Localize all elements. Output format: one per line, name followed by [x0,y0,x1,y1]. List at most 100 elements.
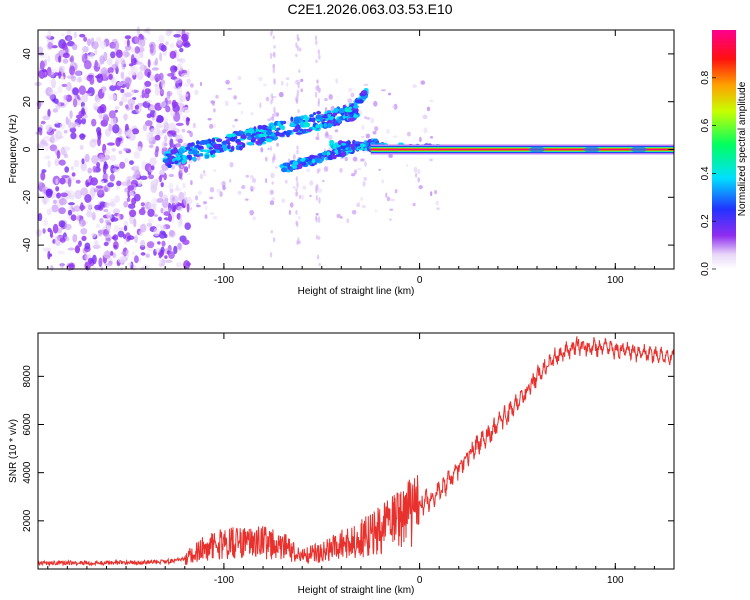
noise-blob [84,261,91,271]
noise-blob [84,153,90,163]
sparse-dot [154,214,158,217]
sparse-dot [372,130,377,135]
noise-blob [182,106,190,114]
sparse-dot [260,147,264,153]
sparse-dot [435,200,440,206]
sparse-dot [179,111,183,116]
noise-blob [60,192,68,198]
branch-blob [289,167,294,173]
streak-dot [297,82,300,89]
streak-dot [318,87,321,92]
noise-blob [80,94,89,103]
sparse-dot [388,218,392,221]
noise-blob [150,184,157,194]
noise-blob [123,147,129,152]
sparse-dot [222,185,226,191]
streak-dot [297,109,300,114]
noise-blob [55,178,59,185]
noise-blob [61,175,70,179]
noise-blob [57,250,65,255]
streak-dot [317,101,320,107]
sparse-dot [298,216,301,220]
branch-blob [222,140,228,145]
branch-blob [350,146,356,150]
noise-blob [105,219,110,224]
branch-blob [230,145,235,151]
noise-blob [178,191,185,202]
noise-blob [124,35,132,40]
noise-blob [53,98,59,104]
noise-blob [186,203,190,213]
sparse-dot [378,168,382,171]
branch-blob [280,125,286,131]
noise-blob [129,209,137,218]
noise-blob [130,54,135,64]
streak-dot [273,45,276,49]
noise-blob [90,52,95,60]
spec-y-tick-label: -40 [22,237,33,252]
noise-blob [47,29,52,39]
branch-blob [367,139,372,143]
noise-blob [147,218,154,223]
noise-blob [107,214,113,220]
noise-blob [99,40,107,50]
noise-blob [52,69,58,73]
streak-dot [270,230,273,234]
streak-dot [316,132,320,137]
noise-blob [148,202,152,208]
noise-blob [46,208,52,216]
sparse-dot [284,179,288,184]
noise-blob [81,220,86,226]
streak-dot [298,240,301,245]
noise-blob [52,223,59,234]
sparse-dot [219,191,223,197]
noise-blob [95,223,101,228]
noise-blob [169,138,174,148]
sparse-dot [241,184,246,190]
noise-blob [150,165,155,171]
noise-blob [122,50,129,58]
spectrogram-y-axis-label: Frequency (Hz) [8,115,19,184]
noise-blob [92,165,97,173]
sparse-dot [188,164,191,169]
sparse-dot [213,108,216,113]
noise-blob [159,169,166,176]
noise-blob [107,182,114,188]
sparse-dot [270,172,275,179]
noise-blob [68,202,75,206]
sparse-dot [429,99,434,102]
noise-blob [48,71,55,78]
sparse-dot [423,127,428,134]
sparse-dot [374,209,378,213]
branch-blob [352,114,358,118]
colorbar-ticks: 0.0 0.2 0.4 0.6 0.8 [700,70,716,276]
noise-blob [116,180,122,187]
streak-dot [316,254,320,260]
noise-blob [63,129,68,134]
branch-blob [291,165,298,169]
noise-blob [109,198,117,208]
colorbar-tick-label: 0.2 [700,214,711,228]
streak-dot [269,146,273,151]
noise-blob [53,72,60,76]
noise-blob [79,133,86,141]
sparse-dot [385,129,390,134]
noise-blob [149,157,157,167]
noise-blob [58,207,66,215]
noise-blob [155,57,158,66]
noise-blob [154,73,161,82]
noise-blob [181,73,188,78]
branch-blob [203,139,210,144]
branch-blob [282,162,289,167]
noise-blob [70,165,74,171]
sparse-dot [419,136,422,143]
noise-blob [47,42,54,49]
noise-blob [63,153,69,159]
noise-blob [154,134,161,141]
noise-blob [69,127,77,133]
sparse-dot [263,83,267,87]
streak-dot [273,80,276,85]
noise-blob [74,245,81,254]
noise-blob [78,85,86,95]
sparse-dot [221,181,226,187]
